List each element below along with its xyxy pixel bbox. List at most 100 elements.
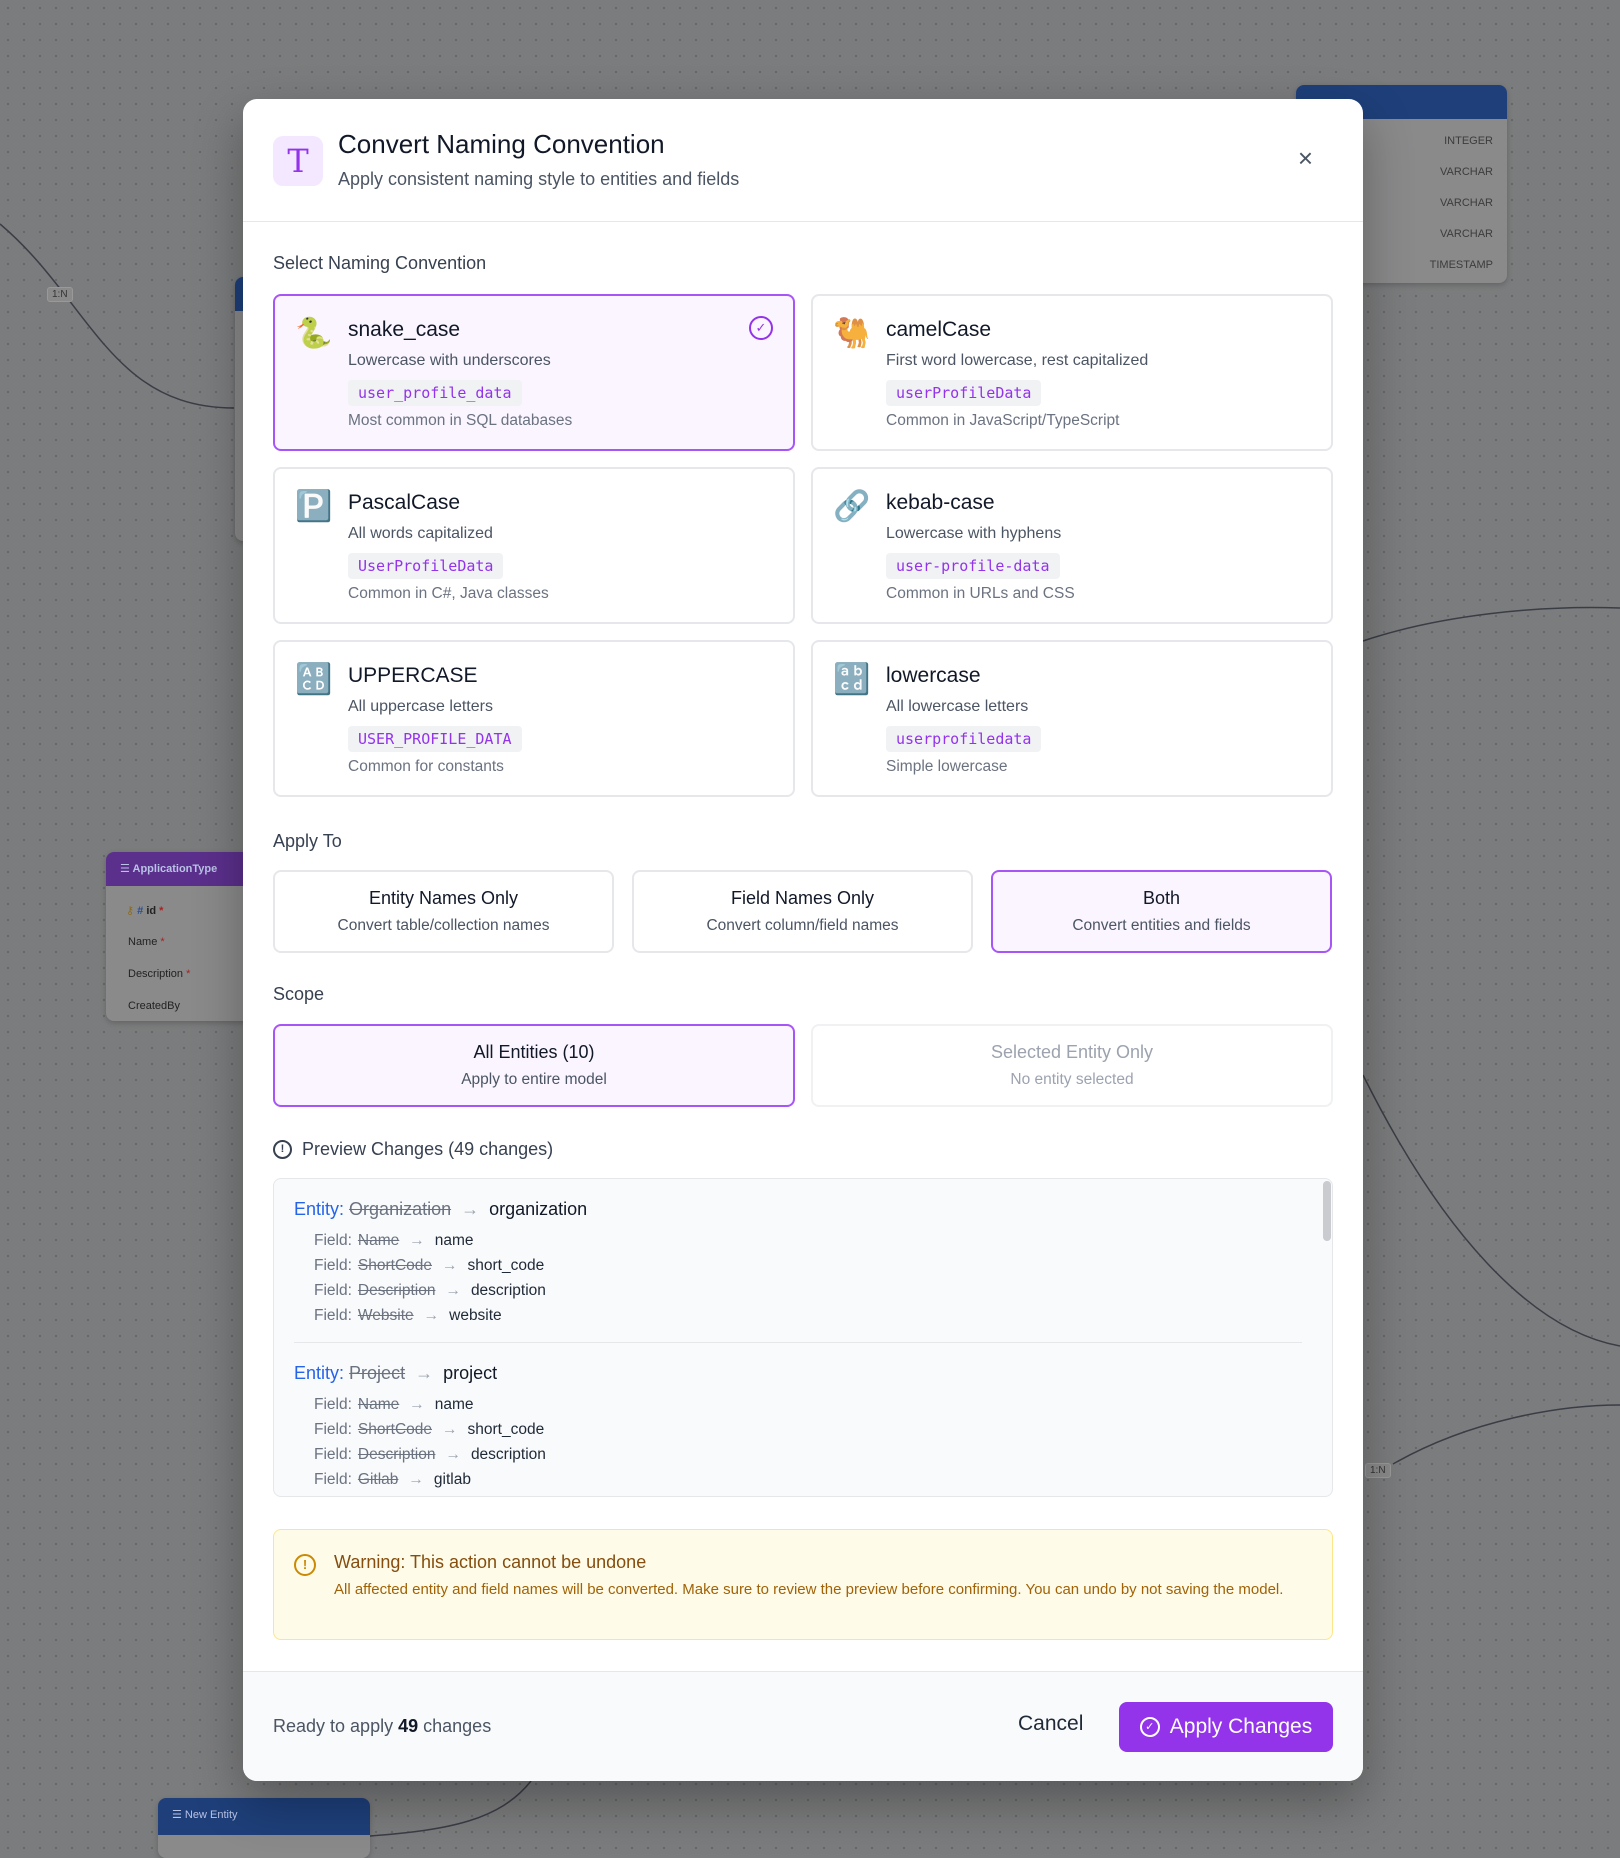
convention-description: First word lowercase, rest capitalized [886, 352, 1149, 369]
option-description: No entity selected [1010, 1071, 1134, 1088]
convention-option-lowercase[interactable]: 🔡 lowercase All lowercase letters userprofi… [811, 640, 1333, 797]
database-icon: ☰ [120, 863, 133, 875]
new-name: gitlab [433, 1471, 471, 1488]
option-title: Selected Entity Only [990, 1042, 1154, 1062]
apply-to-option-field-names-only[interactable]: Field Names Only Convert column/field nam… [632, 870, 973, 953]
field-change: Field: ShortCode → short_code [314, 1421, 1282, 1439]
dialog-title: Convert Naming Convention [338, 129, 665, 159]
close-icon[interactable]: × [1297, 143, 1313, 173]
check-circle-icon: ✓ [1139, 1717, 1160, 1737]
preview-list[interactable]: Entity: Organization → organization Field: N… [273, 1178, 1333, 1497]
old-name: Website [357, 1307, 414, 1324]
relation-line [1362, 1074, 1620, 1347]
scope-option-selected-entity: Selected Entity Only No entity selected [811, 1024, 1333, 1107]
option-title: Both [1142, 888, 1181, 908]
convention-description: Lowercase with hyphens [886, 525, 1062, 542]
old-name: Description [357, 1282, 436, 1299]
relation-line [0, 223, 235, 409]
convention-description: Lowercase with underscores [348, 352, 551, 369]
node-title: New Entity [184, 1809, 238, 1821]
entity-change: Entity: Project → project [294, 1363, 1282, 1384]
convention-option-camelcase[interactable]: 🐫 camelCase First word lowercase, rest cap… [811, 294, 1333, 451]
new-name: website [449, 1307, 502, 1324]
new-name: name [434, 1396, 474, 1413]
option-title: All Entities (10) [473, 1042, 595, 1062]
preview-header: ! Preview Changes (49 changes) [273, 1139, 553, 1160]
entity-node-applicationtype[interactable]: ☰ ApplicationType ⚷ # id * Name * Descri… [106, 852, 256, 1021]
option-description: Apply to entire model [461, 1071, 607, 1088]
entity-label: Entity: [294, 1363, 345, 1383]
convention-example: UserProfileData [348, 553, 504, 579]
convention-note: Common in JavaScript/TypeScript [886, 412, 1120, 429]
field-label: Field: [314, 1446, 352, 1463]
convention-description: All uppercase letters [348, 698, 493, 715]
dialog-subtitle: Apply consistent naming style to entitie… [338, 169, 740, 189]
field-row: ⚷ # id * [126, 905, 164, 917]
field-change: Field: Description → description [314, 1446, 1282, 1464]
convention-option-uppercase[interactable]: 🔠 UPPERCASE All uppercase letters USER_PROF… [273, 640, 795, 797]
convention-option-snake-case[interactable]: 🐍 snake_case Lowercase with underscores use… [273, 294, 795, 451]
convention-emoji-icon: 🔡 [833, 663, 871, 696]
convention-option-kebab-case[interactable]: 🔗 kebab-case Lowercase with hyphens user-pr… [811, 467, 1333, 624]
new-name: short_code [467, 1257, 545, 1274]
entity-node-new-entity[interactable]: ☰ New Entity [158, 1798, 370, 1858]
convention-example: userprofiledata [886, 726, 1042, 752]
section-label: Apply To [273, 831, 342, 851]
preview-entity-group: Entity: Organization → organization Field: N… [274, 1179, 1332, 1342]
convention-example: user_profile_data [348, 380, 522, 406]
field-type: VARCHAR [1440, 228, 1493, 240]
field-label: Field: [314, 1282, 352, 1299]
convention-title: lowercase [886, 664, 981, 687]
arrow-right-icon: → [409, 1232, 425, 1249]
arrow-right-icon: → [445, 1446, 461, 1463]
option-title: Field Names Only [730, 888, 875, 908]
relation-line [369, 1780, 532, 1837]
text-icon: T [273, 136, 323, 186]
apply-to-option-entity-names-only[interactable]: Entity Names Only Convert table/collectio… [273, 870, 614, 953]
old-name: Description [357, 1446, 436, 1463]
field-label: Field: [314, 1232, 352, 1249]
convention-title: UPPERCASE [348, 664, 478, 687]
cancel-button[interactable]: Cancel [1018, 1712, 1084, 1735]
convention-note: Common in URLs and CSS [886, 585, 1075, 602]
scrollbar[interactable] [1323, 1181, 1331, 1241]
hash-icon: # [137, 905, 147, 917]
convention-title: camelCase [886, 318, 992, 341]
field-label: Field: [314, 1257, 352, 1274]
field-type: TIMESTAMP [1429, 259, 1493, 271]
relation-label[interactable]: 1:N [1365, 1463, 1391, 1478]
arrow-right-icon: → [408, 1471, 424, 1488]
arrow-right-icon: → [442, 1421, 458, 1438]
convention-example: USER_PROFILE_DATA [348, 726, 522, 752]
apply-label: Apply Changes [1169, 1715, 1313, 1738]
option-description: Convert column/field names [706, 917, 899, 934]
apply-changes-button[interactable]: ✓ Apply Changes [1119, 1702, 1333, 1752]
convention-title: PascalCase [348, 491, 461, 514]
section-label: Scope [273, 984, 325, 1004]
new-name: short_code [467, 1421, 545, 1438]
relation-label[interactable]: 1:N [47, 287, 73, 302]
convention-title: kebab-case [886, 491, 995, 514]
field-change: Field: ShortCode → short_code [314, 1257, 1312, 1275]
apply-to-option-both[interactable]: Both Convert entities and fields [991, 870, 1332, 953]
field-change: Field: Website → website [314, 1307, 1312, 1325]
arrow-right-icon: → [442, 1257, 458, 1274]
field-label: Field: [314, 1396, 352, 1413]
convention-example: user-profile-data [886, 553, 1060, 579]
arrow-right-icon: → [409, 1396, 425, 1413]
arrow-right-icon: → [415, 1363, 434, 1383]
ready-status: Ready to apply 49 changes [273, 1716, 492, 1736]
arrow-right-icon: → [445, 1282, 461, 1299]
field-type: INTEGER [1444, 135, 1493, 147]
info-icon: ! [273, 1140, 292, 1159]
key-icon: ⚷ [126, 905, 138, 917]
relation-line [1392, 1404, 1620, 1465]
scope-option-all-entities[interactable]: All Entities (10) Apply to entire model [273, 1024, 795, 1107]
convention-note: Common in C#, Java classes [348, 585, 549, 602]
convention-emoji-icon: 🔗 [833, 490, 871, 523]
convention-option-pascalcase[interactable]: 🅿️ PascalCase All words capitalized UserPro… [273, 467, 795, 624]
convert-naming-dialog: T Convert Naming Convention Apply consis… [243, 99, 1363, 1781]
database-icon: ☰ [172, 1809, 185, 1821]
warning-title: Warning: This action cannot be undone [334, 1552, 647, 1572]
convention-note: Most common in SQL databases [348, 412, 573, 429]
